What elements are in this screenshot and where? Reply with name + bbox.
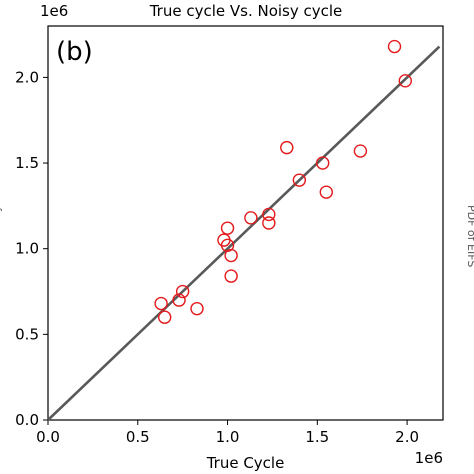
y-tick-label: 0.0 xyxy=(15,411,39,429)
x-tick-label: 0.0 xyxy=(36,428,60,446)
data-point xyxy=(398,74,412,88)
data-point xyxy=(224,269,238,283)
y-tick-label: 0.5 xyxy=(15,325,39,343)
data-point xyxy=(280,140,294,155)
data-point xyxy=(190,301,204,316)
x-tick-label: 2.0 xyxy=(395,428,419,446)
data-point xyxy=(220,221,235,235)
data-point xyxy=(224,248,238,263)
right-edge-label: PDF of EIFS xyxy=(465,205,474,267)
data-point xyxy=(154,296,168,311)
axes-frame xyxy=(47,25,444,421)
y-tick-label: 1.5 xyxy=(15,154,39,172)
y-tick-label: 1.0 xyxy=(15,240,39,258)
data-point xyxy=(244,211,258,225)
y-tick-label: 2.0 xyxy=(15,68,39,86)
chart-title: True cycle Vs. Noisy cycle xyxy=(149,2,343,20)
plot-area: 0.0 0.5 1.0 1.5 2.0 0.0 0.5 1.0 1.5 2.0 1e6 1e6 True… xyxy=(15,2,444,472)
data-point xyxy=(353,144,368,158)
x-tick-label: 0.5 xyxy=(126,428,150,446)
identity-line xyxy=(47,45,441,421)
data-point xyxy=(172,293,186,307)
panel-label: (b) xyxy=(56,37,93,67)
x-axis-label: True Cycle xyxy=(206,454,285,472)
data-point xyxy=(387,39,402,54)
data-point xyxy=(262,207,276,222)
y-axis-label-partial: y xyxy=(0,205,3,212)
data-point xyxy=(319,185,333,199)
data-point xyxy=(292,173,307,187)
data-point xyxy=(175,284,190,299)
x-tick-label: 1.0 xyxy=(216,428,240,446)
x-tick-label: 1.5 xyxy=(305,428,329,446)
data-point xyxy=(158,310,172,324)
y-offset-text: 1e6 xyxy=(40,2,68,20)
x-offset-text: 1e6 xyxy=(415,449,443,467)
data-point xyxy=(316,156,330,170)
data-point xyxy=(262,216,276,230)
